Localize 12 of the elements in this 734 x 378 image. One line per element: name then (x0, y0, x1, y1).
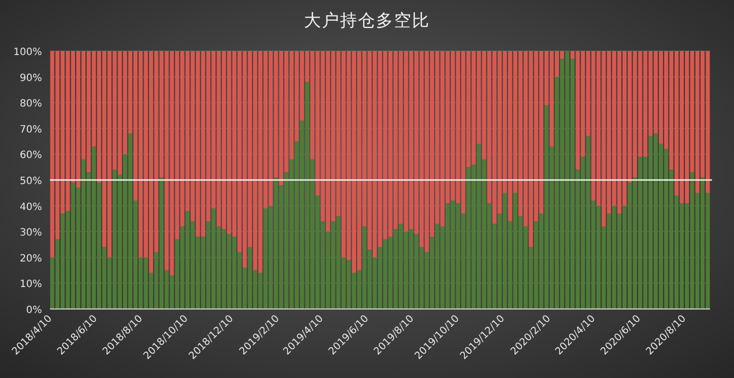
y-tick-label: 30% (20, 228, 42, 239)
y-tick-label: 0% (26, 305, 42, 316)
chart-title: 大户持仓多空比 (304, 11, 430, 31)
y-tick-label: 90% (20, 72, 42, 84)
y-tick-label: 60% (20, 150, 42, 162)
y-tick-label: 10% (20, 279, 42, 290)
y-tick-label: 40% (20, 202, 42, 213)
y-tick-label: 100% (13, 47, 42, 58)
y-tick-label: 20% (20, 253, 42, 264)
y-tick-label: 70% (20, 124, 42, 136)
y-tick-label: 80% (20, 98, 42, 110)
y-tick-label: 50% (20, 176, 42, 187)
